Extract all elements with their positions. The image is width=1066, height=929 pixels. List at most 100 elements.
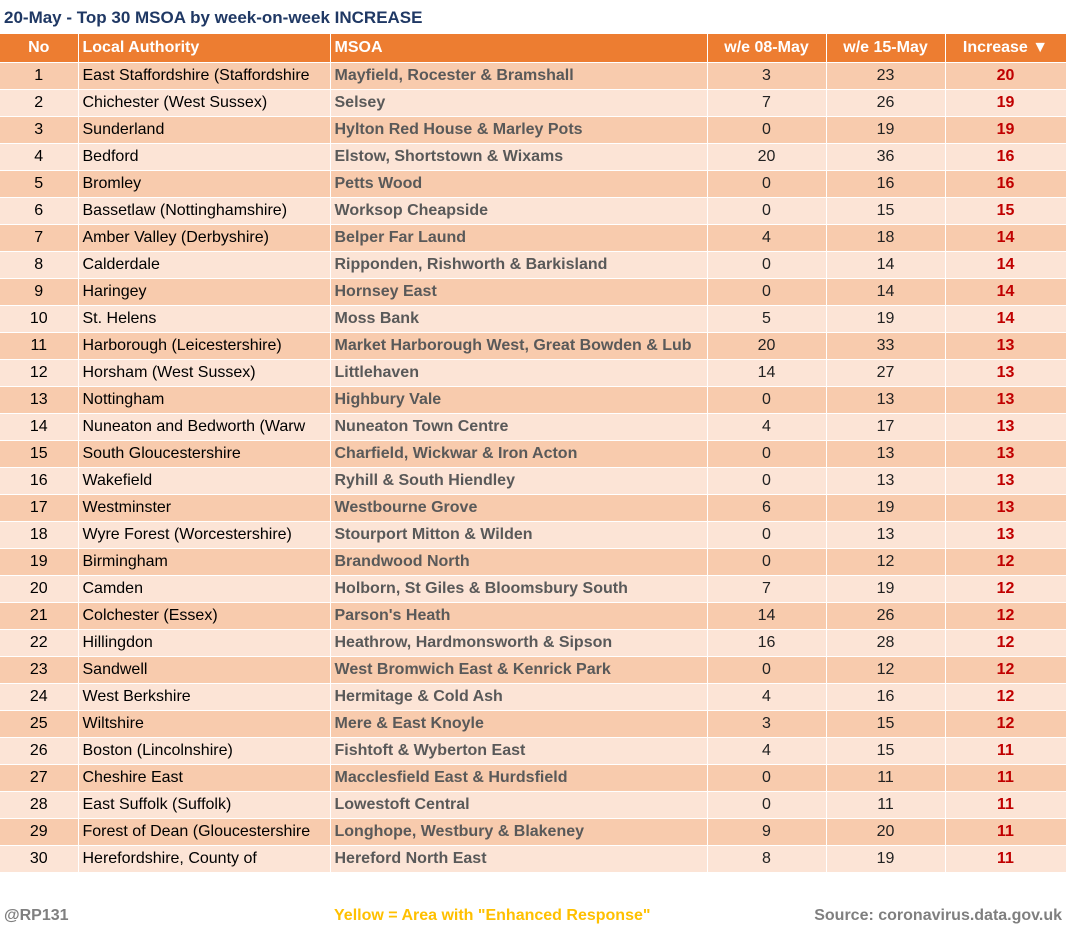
increase-cell: 12 xyxy=(945,656,1066,684)
handle: @RP131 xyxy=(4,907,69,924)
column-header: Local Authority xyxy=(78,34,331,63)
msoa-cell: Parson's Heath xyxy=(330,602,708,630)
local-authority-cell: East Staffordshire (Staffordshire xyxy=(78,62,331,90)
week-15-may-cell: 16 xyxy=(826,170,946,198)
week-15-may-cell: 26 xyxy=(826,89,946,117)
table-row: 17 Westminster Westbourne Grove 6 19 13 xyxy=(0,494,1066,522)
table-row: 10 St. Helens Moss Bank 5 19 14 xyxy=(0,305,1066,333)
row-number-cell: 27 xyxy=(0,764,79,792)
local-authority-cell: Birmingham xyxy=(78,548,331,576)
row-number-cell: 24 xyxy=(0,683,79,711)
week-08-may-cell: 0 xyxy=(707,440,827,468)
week-08-may-cell: 0 xyxy=(707,197,827,225)
week-15-may-cell: 19 xyxy=(826,305,946,333)
footer: @RP131 Yellow = Area with "Enhanced Resp… xyxy=(0,902,1066,929)
row-number-cell: 29 xyxy=(0,818,79,846)
msoa-cell: Nuneaton Town Centre xyxy=(330,413,708,441)
week-08-may-cell: 20 xyxy=(707,332,827,360)
increase-cell: 13 xyxy=(945,413,1066,441)
msoa-cell: Charfield, Wickwar & Iron Acton xyxy=(330,440,708,468)
local-authority-cell: Nuneaton and Bedworth (Warw xyxy=(78,413,331,441)
msoa-cell: Selsey xyxy=(330,89,708,117)
increase-cell: 11 xyxy=(945,818,1066,846)
table-row: 12 Horsham (West Sussex) Littlehaven 14 27 13 xyxy=(0,359,1066,387)
week-08-may-cell: 6 xyxy=(707,494,827,522)
column-header: w/e 08-May xyxy=(707,34,827,63)
local-authority-cell: Harborough (Leicestershire) xyxy=(78,332,331,360)
table-row: 14 Nuneaton and Bedworth (Warw Nuneaton To… xyxy=(0,413,1066,441)
week-15-may-cell: 16 xyxy=(826,683,946,711)
row-number-cell: 26 xyxy=(0,737,79,765)
week-15-may-cell: 14 xyxy=(826,278,946,306)
table-row: 30 Herefordshire, County of Hereford North… xyxy=(0,845,1066,873)
week-15-may-cell: 15 xyxy=(826,197,946,225)
table-row: 3 Sunderland Hylton Red House & Marley Pot… xyxy=(0,116,1066,144)
row-number-cell: 8 xyxy=(0,251,79,279)
week-15-may-cell: 15 xyxy=(826,710,946,738)
table-row: 20 Camden Holborn, St Giles & Bloomsbury S… xyxy=(0,575,1066,603)
week-15-may-cell: 18 xyxy=(826,224,946,252)
week-08-may-cell: 7 xyxy=(707,575,827,603)
increase-cell: 11 xyxy=(945,764,1066,792)
table-row: 15 South Gloucestershire Charfield, Wickwa… xyxy=(0,440,1066,468)
header-row: No Local Authority MSOA w/e 08-May w/e 15-Ma… xyxy=(0,34,1066,63)
local-authority-cell: Wakefield xyxy=(78,467,331,495)
msoa-cell: Elstow, Shortstown & Wixams xyxy=(330,143,708,171)
local-authority-cell: Boston (Lincolnshire) xyxy=(78,737,331,765)
msoa-cell: Littlehaven xyxy=(330,359,708,387)
row-number-cell: 3 xyxy=(0,116,79,144)
increase-cell: 12 xyxy=(945,548,1066,576)
week-08-may-cell: 20 xyxy=(707,143,827,171)
increase-cell: 15 xyxy=(945,197,1066,225)
local-authority-cell: Sandwell xyxy=(78,656,331,684)
week-08-may-cell: 4 xyxy=(707,737,827,765)
column-header: No xyxy=(0,34,79,63)
week-15-may-cell: 36 xyxy=(826,143,946,171)
table-row: 18 Wyre Forest (Worcestershire) Stourport … xyxy=(0,521,1066,549)
increase-cell: 13 xyxy=(945,521,1066,549)
table-row: 4 Bedford Elstow, Shortstown & Wixams 20 36 1… xyxy=(0,143,1066,171)
week-15-may-cell: 17 xyxy=(826,413,946,441)
increase-cell: 16 xyxy=(945,170,1066,198)
week-15-may-cell: 19 xyxy=(826,845,946,873)
table-row: 24 West Berkshire Hermitage & Cold Ash 4 16 1… xyxy=(0,683,1066,711)
week-15-may-cell: 33 xyxy=(826,332,946,360)
msoa-cell: Hornsey East xyxy=(330,278,708,306)
week-15-may-cell: 11 xyxy=(826,791,946,819)
row-number-cell: 9 xyxy=(0,278,79,306)
week-15-may-cell: 20 xyxy=(826,818,946,846)
row-number-cell: 18 xyxy=(0,521,79,549)
column-header: MSOA xyxy=(330,34,708,63)
increase-cell: 13 xyxy=(945,332,1066,360)
local-authority-cell: Hillingdon xyxy=(78,629,331,657)
week-08-may-cell: 0 xyxy=(707,548,827,576)
msoa-cell: Belper Far Laund xyxy=(330,224,708,252)
row-number-cell: 30 xyxy=(0,845,79,873)
table-row: 13 Nottingham Highbury Vale 0 13 13 xyxy=(0,386,1066,414)
row-number-cell: 14 xyxy=(0,413,79,441)
msoa-cell: Ryhill & South Hiendley xyxy=(330,467,708,495)
table-row: 26 Boston (Lincolnshire) Fishtoft & Wybert… xyxy=(0,737,1066,765)
week-08-may-cell: 0 xyxy=(707,251,827,279)
increase-cell: 11 xyxy=(945,737,1066,765)
week-15-may-cell: 13 xyxy=(826,386,946,414)
msoa-cell: Mayfield, Rocester & Bramshall xyxy=(330,62,708,90)
increase-cell: 12 xyxy=(945,629,1066,657)
week-08-may-cell: 0 xyxy=(707,116,827,144)
week-15-may-cell: 11 xyxy=(826,764,946,792)
week-15-may-cell: 14 xyxy=(826,251,946,279)
week-08-may-cell: 4 xyxy=(707,224,827,252)
msoa-cell: Longhope, Westbury & Blakeney xyxy=(330,818,708,846)
increase-cell: 13 xyxy=(945,359,1066,387)
week-15-may-cell: 13 xyxy=(826,467,946,495)
row-number-cell: 28 xyxy=(0,791,79,819)
local-authority-cell: Colchester (Essex) xyxy=(78,602,331,630)
increase-cell: 13 xyxy=(945,440,1066,468)
local-authority-cell: Amber Valley (Derbyshire) xyxy=(78,224,331,252)
row-number-cell: 16 xyxy=(0,467,79,495)
week-08-may-cell: 14 xyxy=(707,602,827,630)
msoa-cell: Worksop Cheapside xyxy=(330,197,708,225)
msoa-cell: Heathrow, Hardmonsworth & Sipson xyxy=(330,629,708,657)
table-row: 29 Forest of Dean (Gloucestershire Longhop… xyxy=(0,818,1066,846)
increase-cell: 14 xyxy=(945,305,1066,333)
